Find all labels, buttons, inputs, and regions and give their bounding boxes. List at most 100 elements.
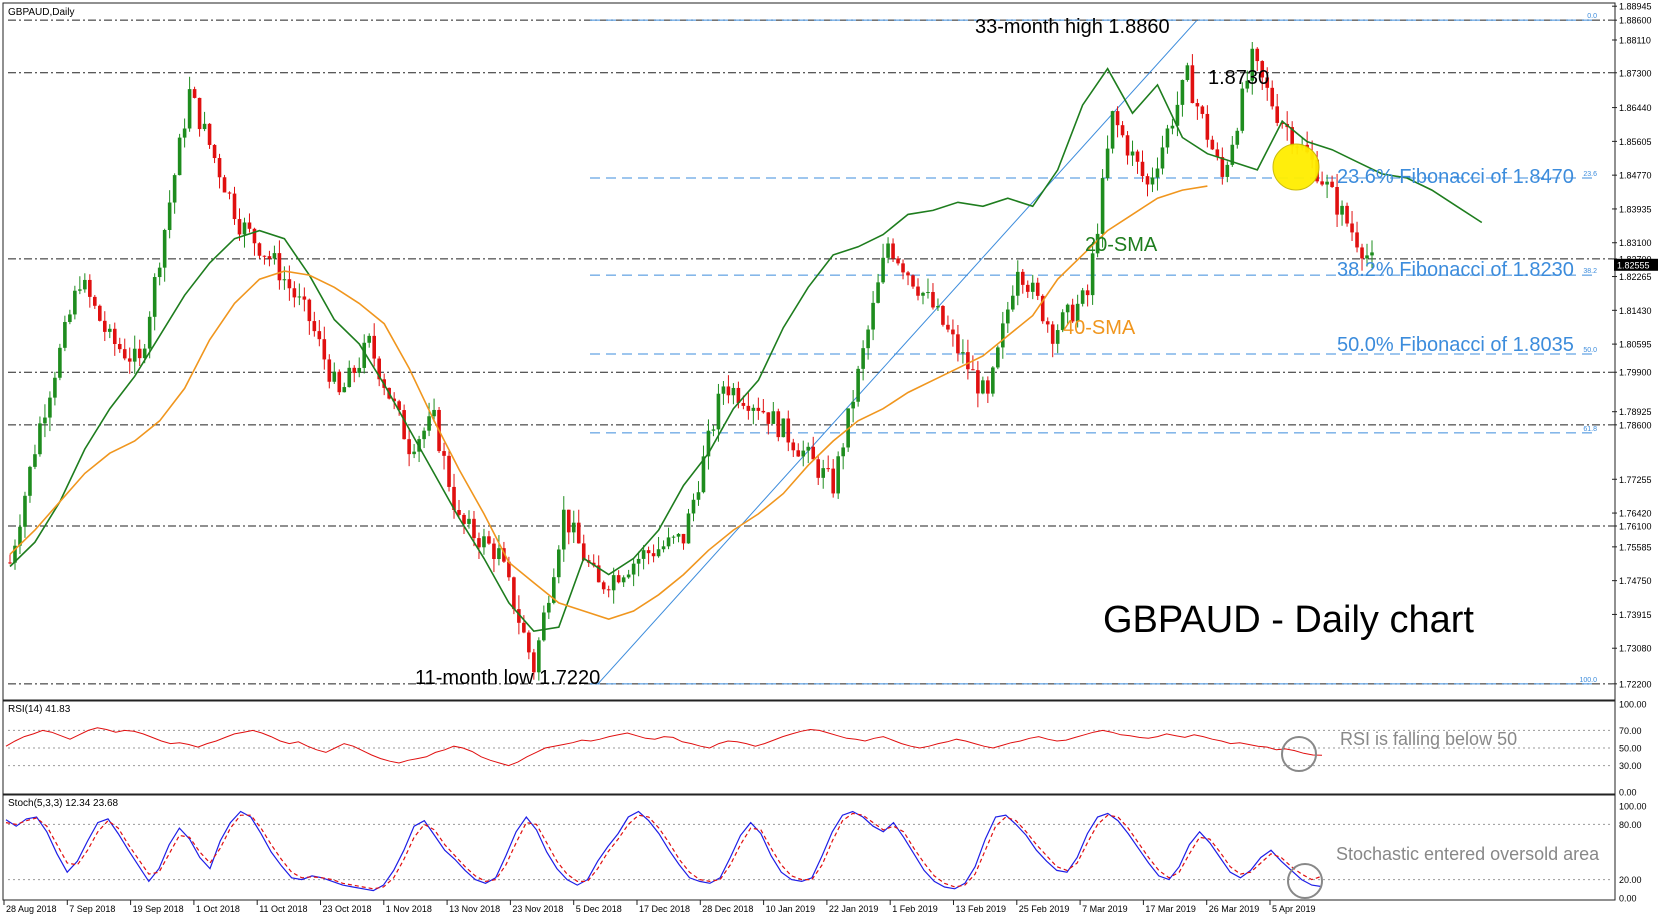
candle-body bbox=[207, 123, 212, 145]
candle-body bbox=[342, 387, 347, 393]
y-tick-label: 1.88945 bbox=[1619, 2, 1652, 12]
candle-body bbox=[556, 549, 561, 578]
candle-body bbox=[547, 602, 551, 613]
candle-body bbox=[1245, 80, 1250, 89]
candle-body bbox=[1195, 103, 1200, 107]
candle-body bbox=[247, 222, 252, 229]
candle-body bbox=[472, 518, 476, 539]
fib-level-label: 38.2 bbox=[1583, 268, 1597, 275]
candle-body bbox=[317, 331, 322, 340]
y-tick-label: 1.88600 bbox=[1619, 16, 1652, 26]
candle-body bbox=[312, 321, 317, 332]
candle-body bbox=[826, 468, 830, 470]
fib382-annotation: 38.2% Fibonacci of 1.8230 bbox=[1337, 259, 1574, 281]
candle-body bbox=[157, 267, 162, 278]
candle-body bbox=[497, 548, 501, 559]
rsi-tick-label: 0.00 bbox=[1619, 788, 1637, 798]
candle-body bbox=[187, 89, 192, 129]
candle-body bbox=[117, 344, 122, 350]
candle-body bbox=[1330, 181, 1334, 187]
candle-body bbox=[621, 577, 626, 583]
fib-level-label: 50.0 bbox=[1583, 347, 1597, 354]
candle-body bbox=[1265, 77, 1270, 88]
candle-body bbox=[452, 486, 456, 511]
x-tick-label: 7 Mar 2019 bbox=[1082, 904, 1128, 914]
candle-body bbox=[347, 367, 352, 388]
candle-body bbox=[152, 277, 157, 317]
candle-body bbox=[122, 349, 127, 359]
stoch-panel[interactable] bbox=[2, 794, 1616, 901]
y-tick-label: 1.79900 bbox=[1619, 368, 1652, 378]
x-tick-label: 28 Dec 2018 bbox=[702, 904, 753, 914]
candle-body bbox=[18, 526, 22, 546]
rsi-circle bbox=[1281, 736, 1317, 772]
candle-body bbox=[1235, 130, 1240, 145]
candle-body bbox=[232, 193, 237, 220]
fib236-annotation: 23.6% Fibonacci of 1.8470 bbox=[1337, 166, 1574, 188]
candle-body bbox=[167, 202, 172, 231]
candle-body bbox=[53, 377, 57, 398]
fib-level-label: 23.6 bbox=[1583, 171, 1597, 178]
rsi-panel[interactable] bbox=[2, 700, 1616, 795]
rsi-tick-label: 100.00 bbox=[1619, 700, 1647, 710]
candle-body bbox=[1180, 79, 1185, 105]
candle-body bbox=[1160, 147, 1165, 169]
candle-body bbox=[1355, 232, 1359, 248]
candle-body bbox=[1190, 65, 1195, 104]
candle-body bbox=[1370, 252, 1374, 256]
rsi-line bbox=[5, 727, 1323, 767]
candle-body bbox=[212, 144, 217, 159]
candle-body bbox=[1001, 323, 1005, 348]
candle-body bbox=[1080, 290, 1085, 304]
y-tick-label: 1.73080 bbox=[1619, 644, 1652, 654]
candle-body bbox=[432, 409, 436, 417]
rsi-tick-label: 70.00 bbox=[1619, 726, 1642, 736]
candle-body bbox=[352, 367, 357, 373]
candle-body bbox=[611, 575, 616, 591]
main-chart-panel[interactable] bbox=[2, 2, 1616, 701]
y-tick-label: 1.77255 bbox=[1619, 475, 1652, 485]
candle-body bbox=[402, 410, 406, 440]
candle-body bbox=[656, 549, 661, 557]
candle-body bbox=[1015, 271, 1020, 296]
candle-body bbox=[1090, 253, 1095, 296]
stoch-tick-label: 20.00 bbox=[1619, 875, 1642, 885]
candle-body bbox=[1360, 247, 1364, 259]
x-tick-label: 1 Feb 2019 bbox=[892, 904, 938, 914]
candle-body bbox=[552, 577, 556, 603]
candle-body bbox=[996, 347, 1000, 368]
candle-body bbox=[961, 352, 965, 354]
candle-body bbox=[13, 545, 17, 563]
fib-trend-line bbox=[597, 19, 1198, 685]
y-tick-label: 1.78600 bbox=[1619, 420, 1652, 430]
candle-body bbox=[1020, 271, 1025, 285]
candle-body bbox=[751, 407, 756, 411]
candle-body bbox=[916, 286, 920, 296]
candle-body bbox=[257, 243, 262, 256]
candle-body bbox=[1025, 284, 1030, 292]
candle-body bbox=[1175, 104, 1180, 126]
candle-body bbox=[801, 450, 806, 457]
y-tick-label: 1.83935 bbox=[1619, 204, 1652, 214]
y-tick-label: 1.76420 bbox=[1619, 509, 1652, 519]
candle-body bbox=[716, 393, 721, 430]
candle-body bbox=[666, 537, 671, 547]
candle-body bbox=[971, 369, 975, 371]
candle-body bbox=[1185, 65, 1190, 80]
candle-body bbox=[606, 589, 611, 591]
fib-level-label: 61.8 bbox=[1583, 426, 1597, 433]
candle-body bbox=[866, 329, 870, 349]
candle-body bbox=[177, 137, 182, 176]
candle-body bbox=[781, 418, 786, 438]
candle-body bbox=[1070, 304, 1075, 322]
candle-body bbox=[337, 371, 342, 393]
candle-body bbox=[851, 401, 855, 409]
candle-body bbox=[1105, 148, 1110, 179]
candle-body bbox=[581, 543, 586, 561]
x-tick-label: 11 Oct 2018 bbox=[259, 904, 307, 914]
candle-body bbox=[941, 305, 945, 325]
candle-body bbox=[631, 563, 636, 575]
candle-body bbox=[736, 387, 741, 403]
sma-line bbox=[9, 67, 1483, 633]
